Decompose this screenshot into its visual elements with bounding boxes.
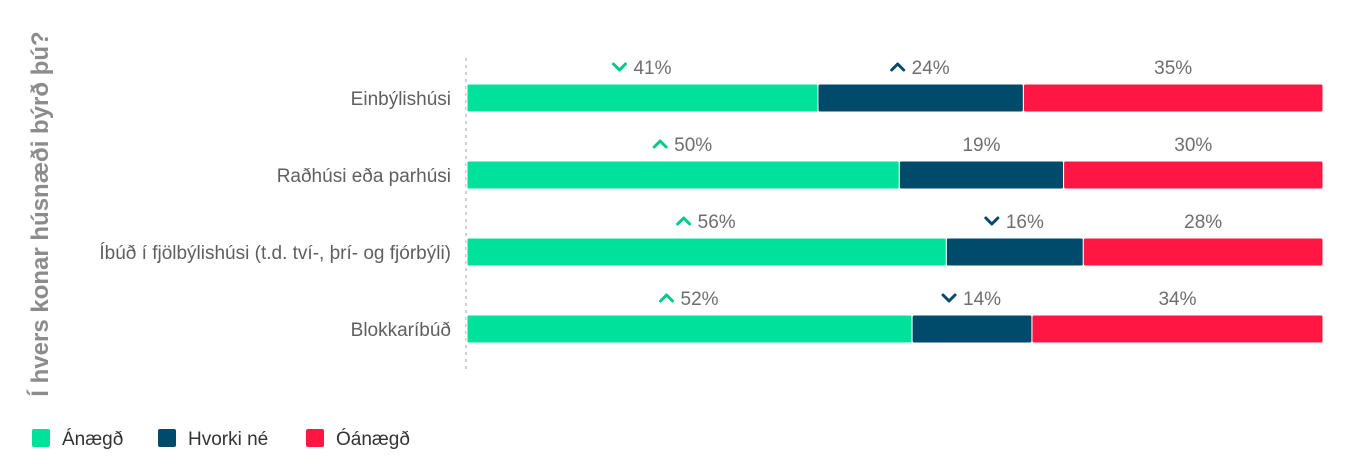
data-label: 24% bbox=[912, 58, 950, 79]
legend-swatch bbox=[306, 429, 324, 447]
legend-swatch bbox=[158, 429, 176, 447]
trend-down-icon bbox=[984, 216, 1000, 226]
bar-segment bbox=[466, 83, 819, 113]
category-label: Íbúð í fjölbýlishúsi (t.d. tví-, þrí- og… bbox=[99, 243, 451, 264]
data-label: 56% bbox=[698, 212, 736, 233]
category-label: Blokkaríbúð bbox=[351, 320, 451, 341]
bar-segment bbox=[911, 314, 1033, 344]
data-label: 16% bbox=[1006, 212, 1044, 233]
data-label: 34% bbox=[1158, 289, 1196, 310]
legend-swatch bbox=[32, 429, 50, 447]
bar-segment bbox=[898, 160, 1065, 190]
data-label: 41% bbox=[633, 58, 671, 79]
bars-layer bbox=[466, 83, 1324, 344]
bar-segment bbox=[1022, 83, 1324, 113]
bar-segment bbox=[945, 237, 1084, 267]
legend: Ánægð Hvorki né Óánægð bbox=[32, 428, 410, 450]
data-label: 30% bbox=[1174, 135, 1212, 156]
data-label: 14% bbox=[963, 289, 1001, 310]
bar-segment bbox=[466, 160, 900, 190]
legend-label: Ánægð bbox=[62, 429, 123, 450]
labels-layer: Einbýlishúsi 41% 24% 35% Raðhúsi eða parhúsi… bbox=[99, 58, 1222, 341]
data-label: 52% bbox=[681, 289, 719, 310]
data-label: 28% bbox=[1184, 212, 1222, 233]
legend-label: Hvorki né bbox=[188, 429, 268, 450]
trend-down-icon bbox=[941, 293, 957, 303]
data-label: 50% bbox=[674, 135, 712, 156]
bar-segment bbox=[466, 237, 947, 267]
bar-segment bbox=[1082, 237, 1324, 267]
legend-label: Óánægð bbox=[336, 428, 410, 450]
trend-up-icon bbox=[652, 139, 668, 149]
bar-segment bbox=[817, 83, 1024, 113]
bar-segment bbox=[1063, 160, 1324, 190]
data-label: 19% bbox=[962, 135, 1000, 156]
bar-segment bbox=[466, 314, 913, 344]
y-axis-title: Í hvers konar húsnæði býrð þú? bbox=[26, 31, 54, 396]
category-label: Raðhúsi eða parhúsi bbox=[277, 166, 451, 187]
trend-up-icon bbox=[676, 216, 692, 226]
trend-down-icon bbox=[611, 62, 627, 72]
bar-segment bbox=[1031, 314, 1324, 344]
trend-up-icon bbox=[659, 293, 675, 303]
trend-up-icon bbox=[890, 62, 906, 72]
category-label: Einbýlishúsi bbox=[351, 89, 451, 110]
data-label: 35% bbox=[1154, 58, 1192, 79]
